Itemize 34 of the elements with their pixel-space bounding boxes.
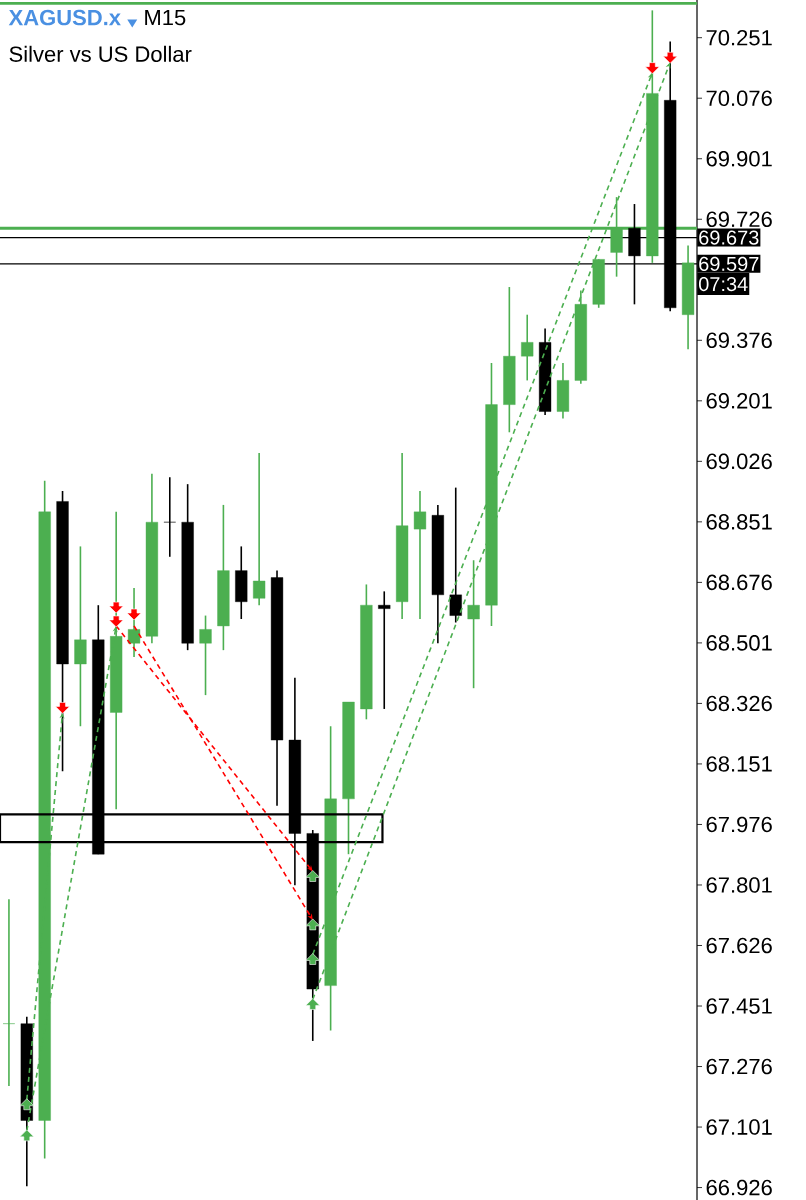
candlestick: [2, 898, 16, 1087]
y-tick-label: 67.976: [706, 816, 772, 833]
candlestick: [467, 559, 480, 689]
y-tick-label: 67.276: [706, 1058, 772, 1075]
y-tick-label: 68.151: [706, 756, 772, 772]
candlestick: [413, 490, 427, 620]
y-tick-label: 69.201: [706, 393, 772, 409]
y-tick-label: 69.901: [706, 150, 772, 167]
y-tick-label: 68.851: [706, 514, 772, 530]
text: 07:34: [698, 276, 748, 292]
candlestick: [521, 313, 534, 382]
y-tick-label: 68.676: [706, 574, 772, 591]
y-tick-label: 67.801: [706, 877, 772, 893]
annotation: M15: [145, 9, 186, 26]
y-tick-label: 70.251: [706, 29, 772, 46]
ref-line-label: 69.597: [699, 256, 759, 271]
candlestick: [199, 614, 212, 696]
y-tick-label: 67.626: [706, 937, 772, 954]
ref-line-label: 69.673: [699, 230, 759, 245]
chart-title: XAGUSD.x: [8, 9, 121, 26]
y-tick-label: 66.926: [706, 1179, 772, 1196]
y-tick-label: 69.026: [706, 453, 772, 470]
candlestick: [163, 476, 176, 558]
y-tick-label: 68.326: [706, 695, 772, 712]
y-tick-label: 67.101: [706, 1119, 772, 1135]
y-tick-label: 69.376: [706, 332, 772, 349]
candlestick: [253, 452, 266, 606]
text: Silver vs US Dollar: [9, 45, 192, 62]
y-tick-label: 70.076: [706, 90, 772, 107]
y-tick-label: 68.501: [706, 635, 772, 651]
y-tick-label: 69.726: [706, 211, 772, 228]
y-tick-label: 67.451: [706, 998, 772, 1014]
candlestick: [449, 486, 462, 624]
candlestick: [378, 590, 391, 710]
